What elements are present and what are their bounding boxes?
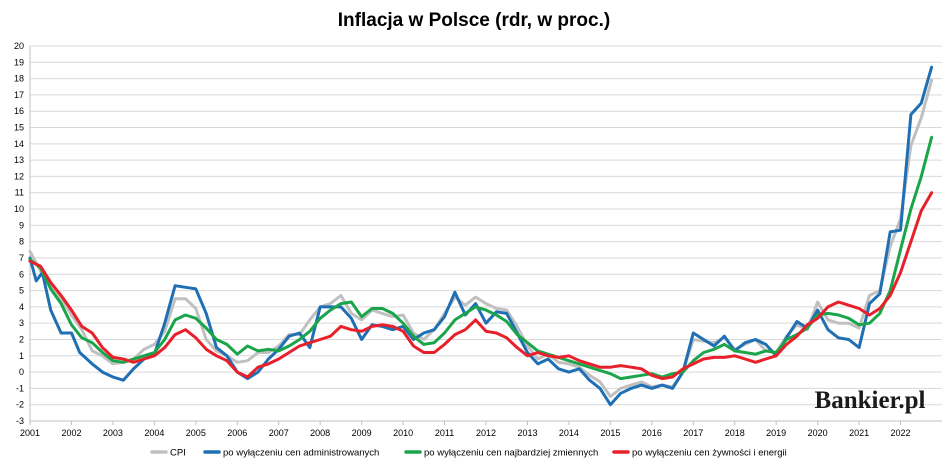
y-tick-label: 12 <box>14 171 24 181</box>
x-tick-label: 2003 <box>103 428 123 438</box>
y-tick-label: 16 <box>14 106 24 116</box>
series-line-3 <box>28 135 934 381</box>
x-tick-label: 2001 <box>20 428 40 438</box>
logo-text: Bankier.pl <box>815 387 926 414</box>
series-line-4 <box>28 191 934 381</box>
x-tick-label: 2017 <box>683 428 703 438</box>
x-tick-label: 2011 <box>435 428 454 438</box>
y-tick-label: 14 <box>14 139 24 149</box>
x-tick-label: 2009 <box>352 428 372 438</box>
y-tick-label: -3 <box>16 416 24 426</box>
x-tick-label: 2022 <box>891 428 911 438</box>
y-tick-label: 11 <box>15 188 24 198</box>
x-tick-label: 2008 <box>310 428 330 438</box>
x-tick-label: 2005 <box>186 428 206 438</box>
x-tick-label: 2013 <box>517 428 537 438</box>
x-tick-label: 2010 <box>393 428 413 438</box>
y-tick-label: 6 <box>19 269 24 279</box>
y-tick-label: -2 <box>16 400 24 410</box>
legend: CPI po wyłączeniu cen administrowanych po … <box>150 448 787 459</box>
y-tick-label: 13 <box>14 155 24 165</box>
series-lines <box>28 65 934 407</box>
y-tick-label: 9 <box>19 220 24 230</box>
y-tick-label: 19 <box>14 57 24 67</box>
legend-label-2: po wyłączeniu cen administrowanych <box>223 448 379 459</box>
y-tick-label: 17 <box>14 90 24 100</box>
x-tick-label: 2021 <box>849 428 869 438</box>
y-tick-label: 7 <box>19 253 24 263</box>
x-tick-label: 2007 <box>269 428 289 438</box>
gridlines <box>29 45 942 422</box>
y-tick-label: 10 <box>14 204 24 214</box>
x-tick-label: 2016 <box>642 428 662 438</box>
x-tick-label: 2020 <box>808 428 828 438</box>
bankier-logo: Bankier.pl <box>815 387 926 414</box>
x-tick-label: 2019 <box>766 428 786 438</box>
x-tick-label: 2012 <box>476 428 496 438</box>
x-tick-label: 2006 <box>227 428 247 438</box>
x-axis-ticks: 2001 2002 2003 2004 2005 2006 2007 2008 2009 2010… <box>20 421 911 438</box>
series-line-2 <box>28 65 934 407</box>
y-tick-label: 5 <box>19 286 24 296</box>
y-tick-label: 8 <box>19 237 24 247</box>
y-tick-label: 3 <box>19 318 24 328</box>
y-tick-label: 0 <box>19 367 24 377</box>
y-tick-label: 4 <box>19 302 24 312</box>
x-tick-label: 2004 <box>144 428 164 438</box>
chart-title: Inflacja w Polsce (rdr, w proc.) <box>338 10 610 31</box>
y-tick-label: 15 <box>14 123 24 133</box>
x-tick-label: 2014 <box>559 428 579 438</box>
y-tick-label: -1 <box>16 383 24 393</box>
y-tick-label: 20 <box>14 41 24 51</box>
legend-label-1: CPI <box>170 448 186 459</box>
x-tick-label: 2018 <box>725 428 745 438</box>
x-tick-label: 2015 <box>600 428 620 438</box>
y-tick-label: 18 <box>14 74 24 84</box>
y-tick-label: 1 <box>19 351 24 361</box>
x-tick-label: 2002 <box>61 428 81 438</box>
y-tick-label: 2 <box>19 334 24 344</box>
legend-label-4: po wyłączeniu cen żywności i energii <box>632 448 787 459</box>
legend-label-3: po wyłączeniu cen najbardziej zmiennych <box>424 448 598 459</box>
